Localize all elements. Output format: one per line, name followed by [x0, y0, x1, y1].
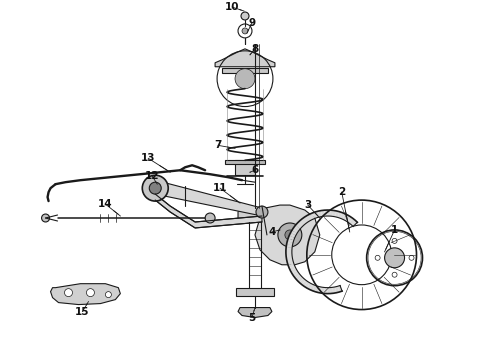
Circle shape — [256, 206, 268, 218]
Polygon shape — [340, 213, 345, 219]
Polygon shape — [287, 261, 294, 265]
Polygon shape — [318, 287, 322, 293]
Polygon shape — [324, 210, 327, 216]
Polygon shape — [299, 219, 306, 225]
Polygon shape — [310, 284, 315, 291]
Polygon shape — [321, 287, 325, 293]
Polygon shape — [327, 210, 330, 216]
Circle shape — [385, 248, 405, 268]
Polygon shape — [291, 268, 297, 274]
Polygon shape — [335, 286, 339, 293]
Text: 13: 13 — [141, 153, 155, 163]
Circle shape — [42, 214, 49, 222]
Text: 1: 1 — [391, 225, 398, 235]
Polygon shape — [215, 49, 275, 67]
Polygon shape — [286, 253, 292, 256]
Text: 9: 9 — [248, 18, 256, 28]
Polygon shape — [330, 210, 333, 216]
Polygon shape — [299, 278, 306, 285]
Polygon shape — [286, 244, 293, 248]
Circle shape — [241, 12, 249, 20]
Circle shape — [278, 223, 302, 247]
Polygon shape — [294, 225, 300, 231]
Polygon shape — [295, 275, 302, 281]
Polygon shape — [302, 217, 308, 224]
Polygon shape — [294, 273, 300, 278]
Circle shape — [205, 213, 215, 223]
Polygon shape — [225, 160, 265, 164]
Polygon shape — [50, 284, 121, 305]
Polygon shape — [338, 212, 342, 218]
Polygon shape — [351, 220, 357, 226]
Polygon shape — [286, 250, 292, 253]
Polygon shape — [291, 230, 297, 235]
Polygon shape — [304, 216, 310, 222]
Polygon shape — [238, 208, 272, 222]
Polygon shape — [333, 287, 336, 293]
Polygon shape — [297, 221, 304, 227]
Polygon shape — [288, 263, 294, 268]
Polygon shape — [345, 215, 350, 222]
Polygon shape — [313, 285, 317, 292]
Text: 12: 12 — [145, 171, 160, 181]
Text: 6: 6 — [251, 165, 259, 175]
Text: 11: 11 — [213, 183, 227, 193]
Circle shape — [285, 230, 295, 240]
Text: 10: 10 — [225, 2, 239, 12]
Polygon shape — [286, 256, 293, 259]
Polygon shape — [302, 280, 308, 287]
Polygon shape — [307, 214, 312, 221]
Polygon shape — [287, 258, 293, 262]
Polygon shape — [155, 194, 262, 228]
Polygon shape — [327, 288, 330, 294]
Circle shape — [242, 28, 248, 34]
Polygon shape — [347, 217, 353, 223]
Circle shape — [142, 175, 168, 201]
Polygon shape — [313, 212, 317, 219]
Text: 3: 3 — [304, 200, 312, 210]
Polygon shape — [321, 210, 325, 216]
Polygon shape — [297, 276, 304, 283]
Polygon shape — [155, 180, 262, 216]
Text: 14: 14 — [98, 199, 113, 209]
Polygon shape — [330, 287, 333, 293]
Text: 8: 8 — [251, 44, 259, 54]
Polygon shape — [324, 288, 327, 294]
Polygon shape — [307, 283, 312, 289]
Polygon shape — [310, 213, 315, 220]
Polygon shape — [333, 210, 336, 217]
Polygon shape — [235, 160, 255, 175]
Polygon shape — [292, 228, 298, 233]
Polygon shape — [335, 211, 339, 217]
Text: 15: 15 — [75, 307, 90, 316]
Circle shape — [149, 182, 161, 194]
Polygon shape — [289, 266, 296, 271]
Polygon shape — [287, 238, 294, 243]
Polygon shape — [236, 288, 274, 296]
Circle shape — [235, 69, 255, 89]
Polygon shape — [349, 218, 355, 225]
Circle shape — [105, 292, 111, 298]
Polygon shape — [304, 282, 310, 288]
Polygon shape — [288, 235, 294, 240]
Polygon shape — [292, 270, 298, 276]
Polygon shape — [316, 211, 319, 218]
Polygon shape — [287, 241, 293, 246]
Polygon shape — [295, 223, 302, 229]
Text: 2: 2 — [338, 187, 345, 197]
Polygon shape — [286, 247, 292, 251]
Circle shape — [65, 289, 73, 297]
Polygon shape — [315, 286, 319, 293]
Polygon shape — [338, 285, 342, 292]
Polygon shape — [343, 214, 348, 220]
Polygon shape — [255, 205, 320, 265]
Polygon shape — [222, 68, 268, 73]
Text: 4: 4 — [268, 227, 275, 237]
Text: 7: 7 — [215, 140, 222, 150]
Polygon shape — [318, 211, 322, 217]
Circle shape — [86, 289, 95, 297]
Polygon shape — [289, 233, 296, 238]
Polygon shape — [238, 307, 272, 318]
Text: 5: 5 — [248, 312, 256, 323]
